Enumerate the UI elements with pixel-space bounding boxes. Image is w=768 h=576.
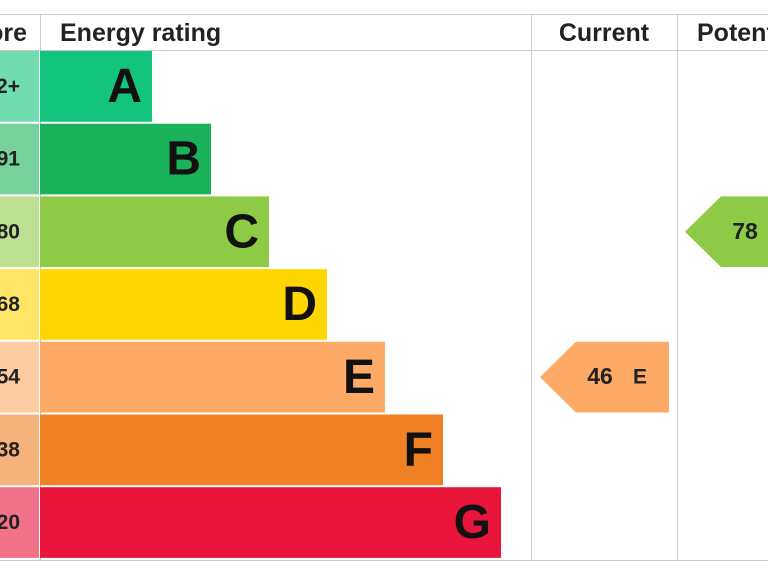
band-bar	[40, 269, 327, 340]
score-range: 39-54	[0, 366, 20, 389]
rule	[0, 560, 768, 561]
band-bar	[40, 341, 385, 413]
score-range: 81-91	[0, 148, 20, 171]
score-cell	[0, 123, 39, 195]
current-header: Current	[558, 19, 650, 47]
rule	[531, 14, 532, 560]
potential-header: Potential	[697, 19, 768, 47]
band-letter: F	[404, 424, 433, 477]
score-cell	[0, 196, 39, 268]
score-cell	[0, 414, 39, 486]
rule	[677, 14, 678, 560]
score-cell	[0, 341, 39, 413]
band-bar	[40, 196, 269, 268]
score-range: 55-68	[0, 293, 20, 316]
rating-header: Energy rating	[60, 19, 222, 47]
band-bar	[40, 123, 211, 195]
score-range: 69-80	[0, 220, 20, 243]
score-header: Score	[0, 19, 27, 47]
band-bar	[40, 51, 152, 122]
band-bar	[40, 487, 501, 558]
score-range: 92+	[0, 75, 20, 98]
band-bar	[40, 414, 443, 486]
score-cell	[0, 487, 39, 558]
current-letter: E	[633, 366, 647, 389]
band-letter: D	[282, 278, 317, 331]
score-cell	[0, 269, 39, 340]
potential-arrow	[685, 196, 768, 268]
band-letter: G	[454, 496, 491, 549]
rule	[0, 50, 768, 51]
band-letter: A	[107, 60, 142, 113]
score-range: 21-38	[0, 438, 20, 461]
score-range: 1-20	[0, 511, 20, 534]
band-letter: E	[343, 351, 375, 404]
current-value: 46	[587, 363, 613, 389]
current-arrow	[540, 341, 669, 413]
band-letter: C	[224, 205, 259, 258]
rule	[0, 14, 768, 15]
band-letter: B	[166, 133, 201, 186]
score-cell	[0, 51, 39, 122]
potential-value: 78	[732, 218, 758, 244]
